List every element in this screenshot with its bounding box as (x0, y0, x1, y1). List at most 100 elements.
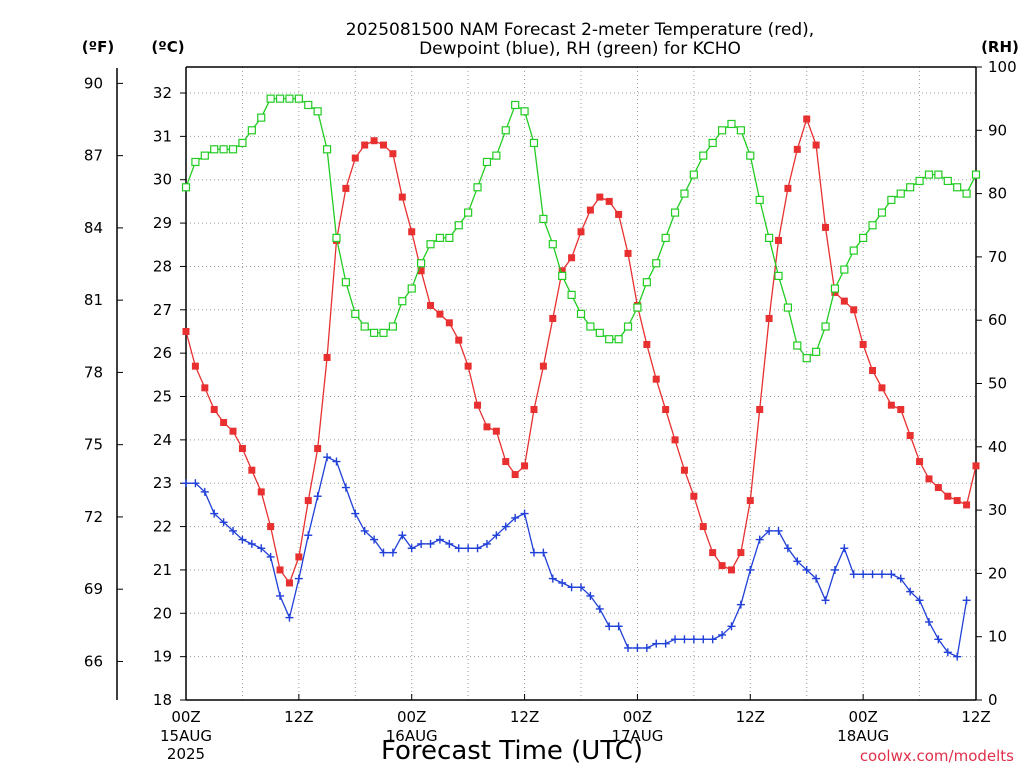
temperature-point (577, 228, 585, 236)
dewpoint-point (341, 483, 350, 492)
rh-point (294, 94, 303, 103)
rh-point (661, 233, 670, 243)
celsius-tick-label: 19 (153, 648, 172, 666)
temperature-point (257, 488, 265, 496)
dewpoint-point (238, 535, 247, 544)
dewpoint-point (877, 570, 886, 579)
rh-point (802, 354, 811, 363)
fahrenheit-tick-label: 87 (84, 147, 103, 165)
dewpoint-point (624, 643, 633, 652)
rh-point (924, 170, 934, 179)
temperature-point (408, 228, 416, 236)
rh-tick-label: 70 (988, 248, 1007, 266)
temperature-point (746, 497, 754, 505)
temperature-point (398, 193, 406, 201)
temperature-point (521, 462, 529, 470)
rh-point (943, 176, 952, 186)
celsius-tick-label: 31 (153, 127, 172, 145)
temperature-point (389, 150, 397, 158)
rh-point (210, 145, 219, 154)
dewpoint-point (661, 639, 670, 648)
rh-point (774, 271, 783, 280)
rh-point (830, 284, 840, 293)
celsius-tick-label: 29 (153, 214, 172, 232)
rh-tick-label: 80 (988, 185, 1007, 203)
temperature-point (944, 492, 952, 500)
dewpoint-point (539, 548, 548, 557)
series-rh (181, 94, 981, 363)
dewpoint-point (812, 574, 821, 583)
rh-point (605, 335, 614, 344)
rh-point (332, 233, 341, 243)
temperature-point (840, 297, 848, 305)
time-date-label: 2025 (167, 745, 205, 763)
temperature-point (756, 406, 764, 414)
temperature-point (615, 210, 623, 218)
rh-point (764, 233, 774, 243)
temperature-point (878, 384, 886, 392)
rh-point (680, 189, 689, 198)
rh-point (520, 107, 529, 116)
dewpoint-point (398, 531, 407, 540)
rh-point (915, 176, 924, 186)
temperature-point (549, 314, 557, 322)
rh-point (454, 221, 463, 230)
temperature-point (530, 406, 538, 414)
rh-point (877, 208, 887, 217)
dewpoint-point (934, 635, 943, 644)
temperature-point (474, 401, 482, 409)
temperature-point (558, 267, 566, 275)
rh-point (360, 322, 369, 331)
dewpoint-point (718, 630, 727, 639)
rh-point (887, 195, 896, 205)
temperature-point (191, 362, 199, 370)
dewpoint-point (313, 492, 322, 501)
rh-point (482, 157, 492, 167)
time-tick-label: 00Z (848, 708, 877, 726)
rh-point (567, 290, 576, 299)
temperature-point (427, 301, 435, 309)
rh-point (539, 214, 548, 224)
temperature-point (925, 475, 933, 483)
celsius-tick-label: 25 (153, 388, 172, 406)
rh-point (962, 189, 971, 198)
dewpoint-point (370, 535, 379, 544)
dewpoint-point (482, 539, 491, 548)
temperature-point (671, 436, 679, 444)
dewpoint-point (200, 487, 209, 496)
temperature-point (436, 310, 444, 318)
fahrenheit-tick-label: 75 (84, 436, 103, 454)
dewpoint-point (614, 622, 623, 631)
temperature-point (934, 484, 942, 492)
dewpoint-point (887, 570, 896, 579)
rh-tick-label: 0 (988, 691, 998, 709)
temperature-point (568, 254, 576, 262)
dewpoint-point (633, 643, 642, 652)
dewpoint-point (529, 548, 538, 557)
rh-point (689, 170, 698, 179)
dewpoint-point (840, 544, 849, 553)
rh-point (623, 322, 633, 331)
dewpoint-point (520, 509, 529, 518)
time-date-label: 15AUG (160, 727, 212, 745)
temperature-point (238, 445, 246, 453)
rh-point (727, 119, 736, 129)
rh-point (369, 328, 379, 337)
temperature-point (285, 579, 293, 587)
temperature-point (963, 501, 971, 509)
temperature-point (417, 267, 425, 275)
dewpoint-point (906, 587, 915, 596)
temperature-point (812, 141, 820, 149)
rh-point (906, 183, 915, 192)
rh-point (200, 151, 209, 160)
dewpoint-point (586, 591, 595, 600)
temperature-point (699, 523, 707, 531)
dewpoint-point (567, 583, 576, 592)
temperature-point (455, 336, 463, 344)
celsius-tick-label: 32 (153, 84, 172, 102)
rh-point (285, 94, 294, 103)
celsius-tick-label: 26 (153, 344, 172, 362)
dewpoint-point (511, 513, 520, 522)
dewpoint-point (379, 548, 388, 557)
rh-point (473, 183, 482, 192)
